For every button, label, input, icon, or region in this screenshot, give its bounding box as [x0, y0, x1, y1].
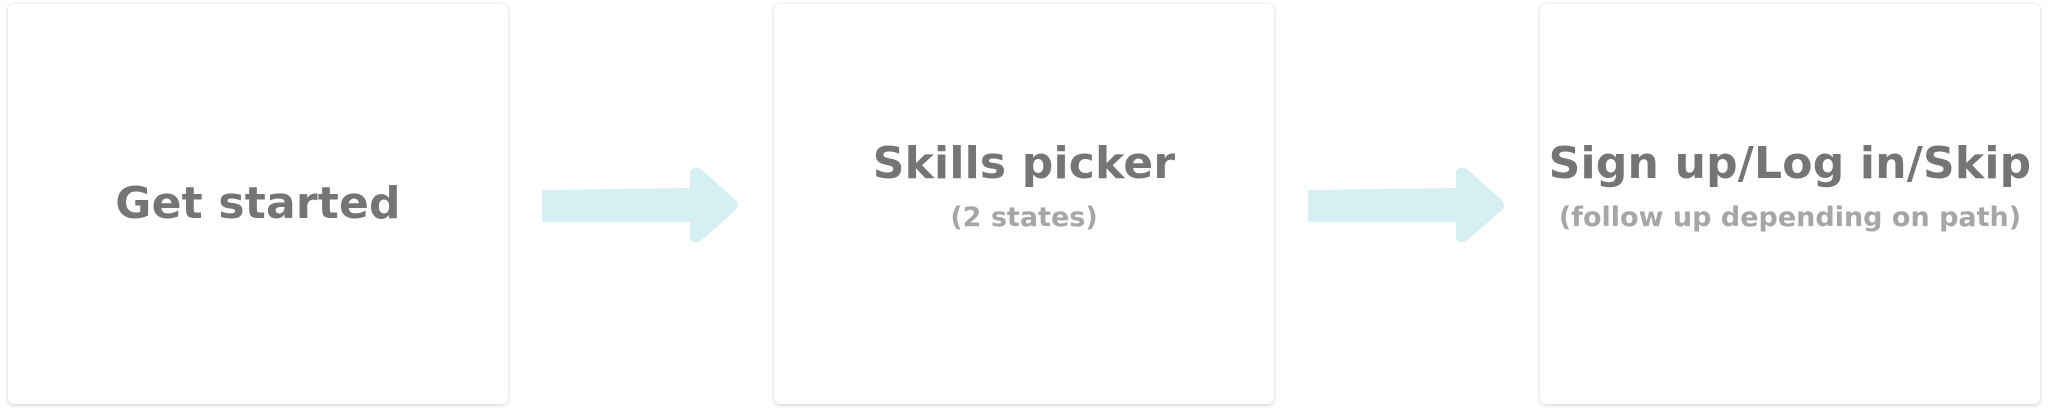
step-title: Skills picker	[872, 137, 1176, 189]
step-card-get-started: Get started	[8, 4, 508, 404]
step-title: Sign up/Log in/Skip	[1548, 137, 2032, 189]
step-card-sign-up: Sign up/Log in/Skip (follow up depending…	[1540, 4, 2040, 404]
step-card-skills-picker: Skills picker (2 states)	[774, 4, 1274, 404]
step-title: Get started	[115, 177, 401, 229]
right-arrow-icon	[1308, 168, 1504, 242]
step-subtitle: (follow up depending on path)	[1558, 202, 2022, 234]
right-arrow-icon	[542, 168, 738, 242]
step-subtitle: (2 states)	[950, 202, 1098, 234]
